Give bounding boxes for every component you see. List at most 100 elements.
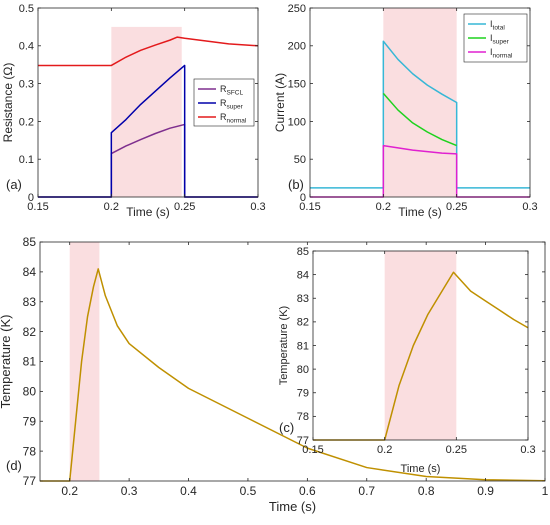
- x-tick-label: 0.3: [522, 201, 537, 213]
- y-tick-label: 81: [23, 355, 37, 369]
- legend-entry-subscript: super: [493, 39, 510, 46]
- y-tick-label: 80: [23, 385, 37, 399]
- y-tick-label: 84: [23, 265, 37, 279]
- y-tick-label: 83: [297, 293, 309, 305]
- y-tick-label: 77: [23, 474, 37, 488]
- chart-panel-b: 0.15 0.2 0.25 0.3 0 50 100 150 200 250 Time (s) Cur…: [273, 3, 538, 219]
- panel-label: (a): [6, 177, 22, 192]
- x-tick-label: 0.2: [376, 201, 391, 213]
- legend-entry: Rsuper: [220, 98, 244, 111]
- y-tick-label: 0.2: [19, 116, 34, 128]
- legend-entry-subscript: total: [493, 25, 506, 32]
- panel-label: (c): [279, 420, 294, 435]
- y-tick-label: 100: [288, 116, 306, 128]
- series-group: [310, 40, 530, 198]
- y-tick-label: 80: [297, 364, 309, 376]
- y-tick-label: 82: [297, 317, 309, 329]
- legend-entry: Rnormal: [220, 112, 247, 125]
- x-tick-label: 0.8: [418, 484, 435, 498]
- legend-entry: RSFCL: [220, 84, 244, 97]
- x-tick-label: 0.25: [174, 201, 195, 213]
- y-tick-label: 77: [297, 435, 309, 447]
- series-line-r-super: [38, 64, 258, 198]
- y-tick-label: 250: [288, 3, 306, 15]
- y-tick-label: 0: [28, 192, 34, 204]
- panel-label: (b): [288, 177, 304, 192]
- x-tick-label: 0.15: [299, 201, 320, 213]
- y-tick-label: 79: [297, 388, 309, 400]
- x-tick-label: 0.25: [446, 444, 467, 456]
- legend-entry-base: R: [220, 98, 227, 108]
- legend-entry: Isuper: [490, 33, 510, 46]
- y-tick-label: 85: [297, 246, 309, 258]
- series-group: [313, 271, 529, 441]
- x-axis-label: Time (s): [401, 463, 441, 475]
- x-tick-label: 0.15: [302, 444, 323, 456]
- y-tick-label: 84: [297, 269, 309, 281]
- x-tick-label: 0.2: [61, 484, 78, 498]
- y-tick-label: 0.1: [19, 154, 34, 166]
- x-tick-label: 0.4: [180, 484, 197, 498]
- x-tick-label: 0.7: [358, 484, 375, 498]
- shaded-fault-region: [384, 251, 457, 440]
- y-tick-label: 0.5: [19, 3, 34, 15]
- y-tick-label: 78: [23, 444, 37, 458]
- legend-entry-subscript: SFCL: [227, 90, 244, 97]
- y-tick-label: 200: [288, 41, 306, 53]
- x-tick-label: 0.9: [477, 484, 494, 498]
- series-group: [40, 268, 546, 482]
- y-tick-label: 0.3: [19, 78, 34, 90]
- y-tick-label: 85: [23, 235, 37, 249]
- chart-panel-c: 0.15 0.2 0.25 0.3 77 78 79 80 81 82 83 84 85 Time (s)…: [278, 246, 536, 475]
- y-tick-label: 50: [294, 154, 306, 166]
- x-tick-label: 1: [542, 484, 549, 498]
- y-tick-label: 0: [300, 192, 306, 204]
- x-tick-label: 0.2: [377, 444, 392, 456]
- y-tick-label: 83: [23, 295, 37, 309]
- y-tick-label: 81: [297, 340, 309, 352]
- legend-entry-base: I: [490, 47, 493, 57]
- x-axis-label: Time (s): [269, 499, 316, 514]
- series-line-i-normal: [310, 144, 530, 198]
- series-group: [38, 36, 259, 198]
- panel-label: (d): [6, 458, 22, 473]
- x-tick-label: 0.15: [27, 201, 48, 213]
- legend-entry-subscript: super: [227, 104, 244, 111]
- y-axis-label: Current (A): [273, 73, 287, 132]
- x-tick-label: 0.6: [299, 484, 316, 498]
- x-tick-label: 0.3: [250, 201, 265, 213]
- x-axis-label: Time (s): [398, 205, 442, 219]
- y-axis-label: Temperature (K): [278, 306, 290, 385]
- series-line-i-super: [382, 92, 457, 147]
- legend-entry-base: R: [220, 112, 227, 122]
- legend-entry-base: I: [490, 33, 493, 43]
- axes-box: [37, 7, 259, 198]
- legend-entry-base: R: [220, 84, 227, 94]
- x-tick-label: 0.3: [520, 444, 535, 456]
- legend-entry: Itotal: [490, 19, 505, 32]
- y-axis-label: Resistance (Ω): [1, 63, 15, 143]
- y-tick-label: 0.4: [19, 41, 34, 53]
- y-tick-label: 82: [23, 325, 37, 339]
- legend-entry-base: I: [490, 19, 493, 29]
- chart-panel-a: 0.15 0.2 0.25 0.3 0 0.1 0.2 0.3 0.4 0.5 Time (s) Re…: [1, 3, 266, 219]
- x-tick-label: 0.3: [121, 484, 138, 498]
- x-tick-label: 0.5: [240, 484, 257, 498]
- y-tick-label: 79: [23, 414, 37, 428]
- series-line-r-normal: [38, 36, 259, 67]
- shaded-fault-region: [111, 26, 182, 198]
- legend-entry: Inormal: [490, 47, 513, 60]
- y-tick-label: 150: [288, 78, 306, 90]
- legend-entry-subscript: normal: [493, 53, 513, 60]
- legend-entry-subscript: normal: [227, 118, 247, 125]
- shaded-fault-region: [69, 242, 100, 481]
- series-line-t: [40, 268, 546, 482]
- x-axis-label: Time (s): [126, 205, 170, 219]
- y-axis-label: Temperature (K): [0, 315, 13, 409]
- y-tick-label: 78: [297, 411, 309, 423]
- shaded-fault-region: [383, 8, 457, 197]
- series-line-t: [313, 271, 529, 441]
